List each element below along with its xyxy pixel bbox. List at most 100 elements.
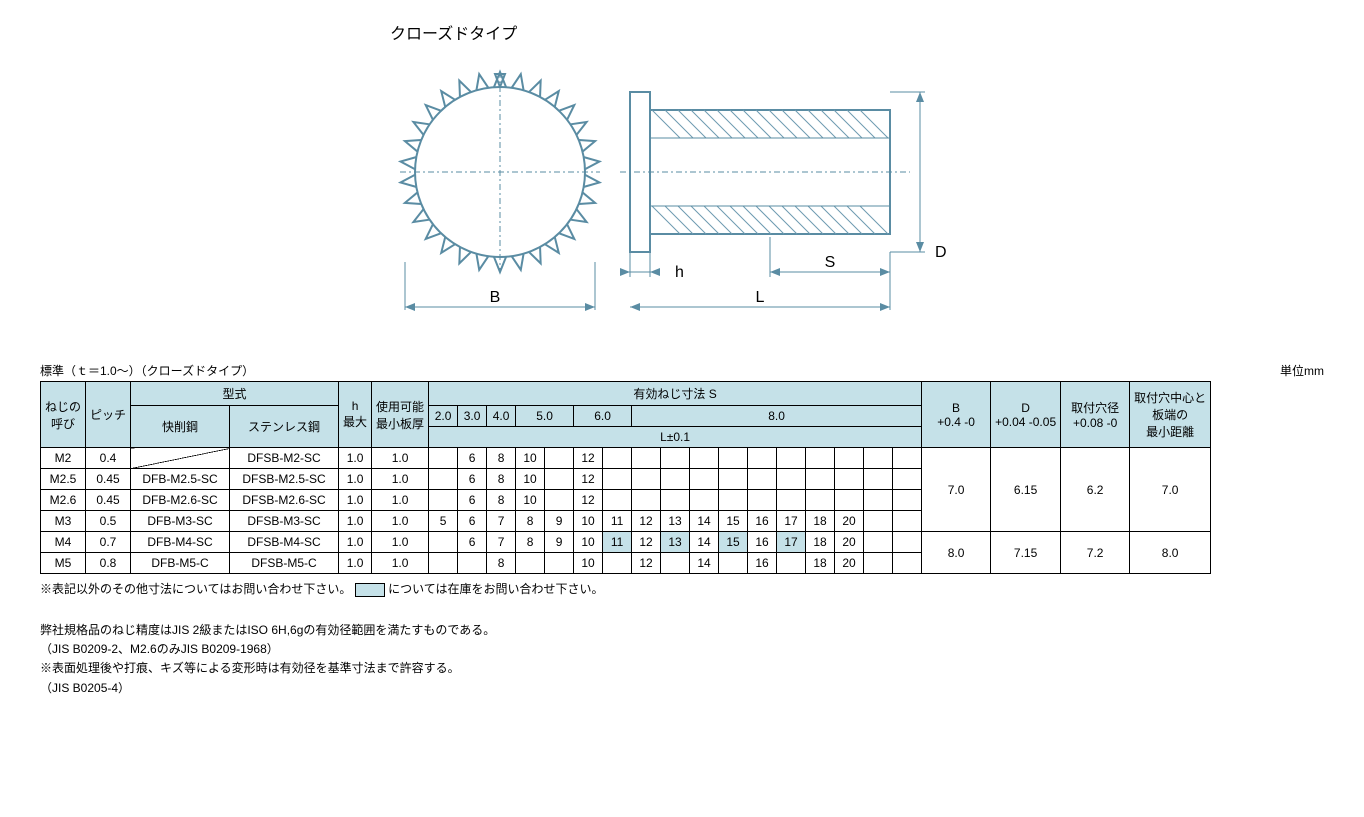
cell: [748, 490, 777, 511]
cell: [690, 448, 719, 469]
cell: 10: [516, 448, 545, 469]
cell: 1.0: [339, 553, 372, 574]
cell: [545, 490, 574, 511]
cell: 9: [545, 511, 574, 532]
cell: 0.45: [86, 469, 131, 490]
cell: 1.0: [372, 490, 429, 511]
cell: 16: [748, 553, 777, 574]
cell: [603, 553, 632, 574]
s-val-5: 8.0: [632, 406, 922, 427]
legend-color-box: [355, 583, 385, 597]
cell: 18: [806, 532, 835, 553]
cell: 12: [632, 511, 661, 532]
cell: DFSB-M5-C: [230, 553, 339, 574]
dim-label-d: D: [935, 244, 947, 261]
cell: DFB-M4-SC: [131, 532, 230, 553]
cell: [429, 490, 458, 511]
cell: 7: [487, 511, 516, 532]
col-thread: ねじの呼び: [41, 382, 86, 448]
cell: 0.8: [86, 553, 131, 574]
cell: 1.0: [339, 469, 372, 490]
cell: 20: [835, 553, 864, 574]
cell: 6: [458, 469, 487, 490]
cell: [893, 469, 922, 490]
cell: 12: [632, 532, 661, 553]
cell: [632, 490, 661, 511]
cell: 8: [516, 532, 545, 553]
cell: [893, 553, 922, 574]
col-model-sub1: 快削鋼: [131, 406, 230, 448]
technical-diagram: B: [390, 52, 950, 332]
cell: [893, 490, 922, 511]
cell: [893, 448, 922, 469]
col-pitch: ピッチ: [86, 382, 131, 448]
cell: 8: [516, 511, 545, 532]
cell: 10: [574, 511, 603, 532]
dim-label-l: L: [756, 289, 765, 306]
cell: 8.0: [922, 532, 991, 574]
cell: DFSB-M3-SC: [230, 511, 339, 532]
note-line: （JIS B0209-2、M2.6のみJIS B0209-1968）: [40, 640, 1324, 659]
cell: [777, 469, 806, 490]
cell: 12: [574, 448, 603, 469]
cell: 12: [574, 469, 603, 490]
cell: 5: [429, 511, 458, 532]
cell: [458, 553, 487, 574]
cell: 7.2: [1061, 532, 1130, 574]
cell: 8: [487, 448, 516, 469]
note-line: ※表面処理後や打痕、キズ等による変形時は有効径を基準寸法まで許容する。: [40, 659, 1324, 678]
cell: [719, 490, 748, 511]
spec-table: ねじの呼び ピッチ 型式 h最大 使用可能最小板厚 有効ねじ寸法 S B+0.4…: [40, 381, 1211, 574]
cell: [748, 448, 777, 469]
cell: 9: [545, 532, 574, 553]
cell: [545, 448, 574, 469]
cell: [777, 448, 806, 469]
cell: [661, 553, 690, 574]
cell: [429, 469, 458, 490]
cell: 14: [690, 553, 719, 574]
cell: DFSB-M2.5-SC: [230, 469, 339, 490]
cell: [748, 469, 777, 490]
cell: M4: [41, 532, 86, 553]
cell: 1.0: [339, 511, 372, 532]
cell: 16: [748, 532, 777, 553]
cell: M2.6: [41, 490, 86, 511]
cell: [690, 469, 719, 490]
cell: 6: [458, 532, 487, 553]
col-hole: 取付穴径+0.08 -0: [1061, 382, 1130, 448]
cell: [893, 511, 922, 532]
table-caption-left: 標準（ｔ＝1.0～）（クローズドタイプ）: [40, 362, 254, 379]
cell: [777, 553, 806, 574]
cell: [719, 448, 748, 469]
col-l-header: L±0.1: [429, 427, 922, 448]
cell: 18: [806, 553, 835, 574]
cell: DFB-M3-SC: [131, 511, 230, 532]
cell: 13: [661, 532, 690, 553]
cell: [893, 532, 922, 553]
cell: 7.0: [922, 448, 991, 532]
cell: 11: [603, 532, 632, 553]
cell: [632, 469, 661, 490]
cell: [864, 469, 893, 490]
cell: 6.2: [1061, 448, 1130, 532]
cell: 20: [835, 511, 864, 532]
cell: [806, 469, 835, 490]
cell: [777, 490, 806, 511]
cell: 13: [661, 511, 690, 532]
cell: 0.5: [86, 511, 131, 532]
col-D: D+0.04 -0.05: [991, 382, 1061, 448]
col-B: B+0.4 -0: [922, 382, 991, 448]
cell: 1.0: [372, 511, 429, 532]
cell: 0.45: [86, 490, 131, 511]
footnote-text1: ※表記以外のその他寸法についてはお問い合わせ下さい。: [40, 582, 351, 596]
note-line: （JIS B0205-4）: [40, 679, 1324, 698]
cell: 8: [487, 469, 516, 490]
cell: 6: [458, 490, 487, 511]
cell: [661, 448, 690, 469]
cell: [835, 448, 864, 469]
col-mindist: 取付穴中心と板端の最小距離: [1130, 382, 1211, 448]
cell: [131, 448, 230, 469]
cell: 14: [690, 511, 719, 532]
cell: DFSB-M2.6-SC: [230, 490, 339, 511]
table-caption-right: 単位mm: [1280, 362, 1324, 379]
